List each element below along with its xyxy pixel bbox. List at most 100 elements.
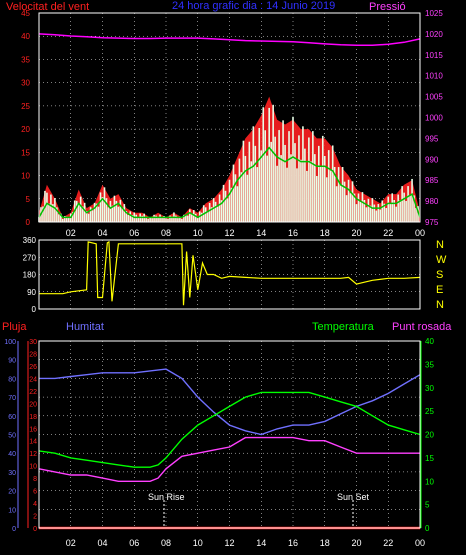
- dewpoint-label: Punt rosada: [392, 321, 452, 333]
- chart-title: 24 hora grafic dia : 14 Junio 2019: [172, 0, 335, 12]
- temperature-label: Temperatura: [312, 321, 375, 333]
- sun-set-label: Sun Set: [337, 492, 370, 502]
- humidity-tick-label: 50: [8, 433, 16, 440]
- temperature-tick-label: 40: [425, 337, 434, 346]
- humidity-tick-label: 40: [8, 451, 16, 458]
- humidity-label: Humitat: [66, 321, 104, 333]
- wind-direction-line: [39, 240, 421, 306]
- top-right-tick-label: 990: [425, 155, 439, 164]
- direction-chart-frame: [38, 239, 421, 310]
- rain-tick-label: 6: [33, 489, 37, 496]
- rain-tick-label: 24: [29, 376, 37, 383]
- humidity-tick-label: 20: [8, 489, 16, 496]
- humidity-tick-label: 90: [8, 358, 16, 365]
- humidity-tick-label: 60: [8, 414, 16, 421]
- top-x-tick-label: 20: [351, 228, 361, 238]
- top-x-axis: 02 04 06 08 10 12 14 16 18 20 22 00: [66, 228, 425, 238]
- top-left-tick-label: 30: [21, 79, 30, 88]
- compass-letter: S: [436, 269, 443, 281]
- top-left-tick-label: 25: [21, 102, 30, 111]
- bottom-x-tick-label: 04: [97, 538, 107, 548]
- wind-speed-title: Velocitat del vent: [6, 1, 89, 13]
- top-x-tick-label: 22: [383, 228, 393, 238]
- bottom-x-tick-label: 08: [161, 538, 171, 548]
- bottom-x-tick-label: 22: [383, 538, 393, 548]
- bottom-x-tick-label: 14: [256, 538, 266, 548]
- top-right-tick-label: 1000: [425, 114, 443, 123]
- rain-tick-label: 30: [29, 339, 37, 346]
- top-x-tick-label: 10: [193, 228, 203, 238]
- direction-left-tick-label: 360: [23, 236, 37, 245]
- humidity-tick-label: 80: [8, 376, 16, 383]
- pressure-title: Pressió: [369, 1, 406, 13]
- bottom-x-tick-label: 06: [129, 538, 139, 548]
- bottom-x-tick-label: 00: [415, 538, 425, 548]
- bottom-x-tick-label: 12: [224, 538, 234, 548]
- top-x-tick-label: 04: [97, 228, 107, 238]
- top-x-tick-label: 18: [320, 228, 330, 238]
- bottom-x-tick-label: 10: [193, 538, 203, 548]
- temperature-tick-label: 20: [425, 431, 434, 440]
- bottom-x-tick-label: 20: [351, 538, 361, 548]
- compass-letter: W: [436, 254, 447, 266]
- humidity-tick-label: 30: [8, 470, 16, 477]
- temperature-tick-label: 35: [425, 360, 434, 369]
- top-left-tick-label: 45: [21, 9, 30, 18]
- temperature-tick-label: 25: [425, 407, 434, 416]
- top-chart-frame: [38, 12, 421, 223]
- rain-tick-label: 14: [29, 439, 37, 446]
- top-right-tick-label: 975: [425, 218, 439, 227]
- bottom-x-axis: 02 04 06 08 10 12 14 16 18 20 22 00: [66, 538, 425, 548]
- rain-tick-label: 0: [33, 526, 37, 533]
- temperature-tick-label: 5: [425, 501, 430, 510]
- bottom-x-tick-label: 18: [320, 538, 330, 548]
- bottom-x-tick-label: 16: [288, 538, 298, 548]
- rain-tick-label: 16: [29, 426, 37, 433]
- temperature-tick-label: 10: [425, 477, 434, 486]
- rain-tick-label: 22: [29, 389, 37, 396]
- top-x-tick-label: 08: [161, 228, 171, 238]
- direction-left-tick-label: 270: [23, 253, 37, 262]
- direction-left-tick-label: 90: [27, 288, 36, 297]
- direction-left-axis: 0 90 180 270 360: [23, 236, 37, 314]
- top-right-tick-label: 985: [425, 176, 439, 185]
- top-left-tick-label: 35: [21, 55, 30, 64]
- bottom-chart-axes: 0102030405060708090100024681012141618202…: [4, 337, 434, 533]
- top-left-tick-label: 20: [21, 125, 30, 134]
- direction-left-tick-label: 180: [23, 271, 37, 280]
- compass-letter: N: [436, 239, 444, 251]
- temperature-tick-label: 0: [425, 524, 430, 533]
- sun-rise-label: Sun Rise: [148, 492, 185, 502]
- rain-tick-label: 10: [29, 464, 37, 471]
- temperature-tick-label: 30: [425, 384, 434, 393]
- top-right-tick-label: 1020: [425, 30, 443, 39]
- rain-tick-label: 18: [29, 414, 37, 421]
- rain-tick-label: 12: [29, 451, 37, 458]
- temperature-tick-label: 15: [425, 454, 434, 463]
- bottom-chart-frame: [38, 340, 421, 529]
- top-right-tick-label: 980: [425, 197, 439, 206]
- top-left-tick-label: 40: [21, 32, 30, 41]
- top-right-tick-label: 1005: [425, 93, 443, 102]
- rain-tick-label: 4: [33, 501, 37, 508]
- top-right-tick-label: 995: [425, 134, 439, 143]
- rain-tick-label: 8: [33, 476, 37, 483]
- top-x-tick-label: 12: [224, 228, 234, 238]
- top-x-tick-label: 02: [66, 228, 76, 238]
- temperature-line: [38, 391, 421, 468]
- top-right-tick-label: 1025: [425, 9, 443, 18]
- wind-mean-line: [38, 146, 421, 219]
- top-x-tick-label: 06: [129, 228, 139, 238]
- top-chart-plot: [38, 33, 421, 222]
- humidity-tick-label: 10: [8, 507, 16, 514]
- dewpoint-line: [38, 436, 420, 482]
- top-left-axis: 0 5 10 15 20 25 30 35 40 45: [21, 9, 30, 227]
- top-left-tick-label: 10: [21, 172, 30, 181]
- top-left-tick-label: 0: [26, 218, 31, 227]
- humidity-tick-label: 70: [8, 395, 16, 402]
- compass-letter: N: [436, 299, 444, 311]
- humidity-tick-label: 0: [12, 526, 16, 533]
- rain-tick-label: 2: [33, 514, 37, 521]
